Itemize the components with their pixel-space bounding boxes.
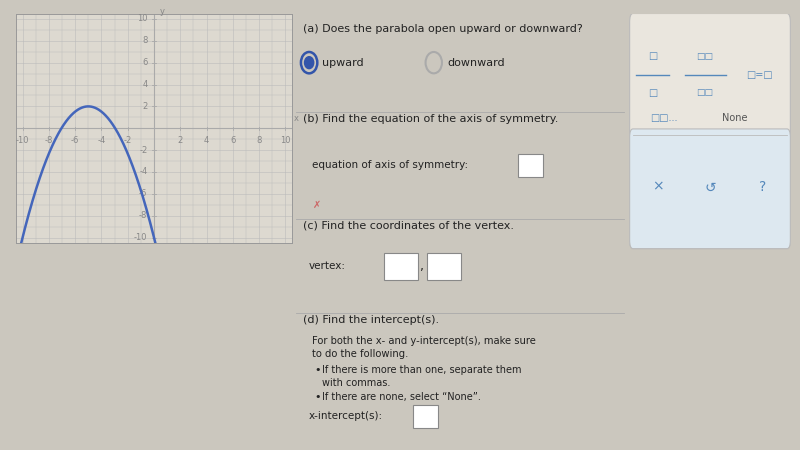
Text: -4: -4 — [98, 136, 106, 145]
Text: □□: □□ — [697, 88, 714, 97]
Text: (c) Find the coordinates of the vertex.: (c) Find the coordinates of the vertex. — [302, 221, 514, 231]
Text: ✗: ✗ — [312, 199, 321, 209]
Text: •: • — [314, 365, 321, 375]
Text: 10: 10 — [137, 14, 147, 23]
Text: x-intercept(s):: x-intercept(s): — [309, 411, 383, 421]
Text: □: □ — [648, 88, 658, 98]
Text: 8: 8 — [142, 36, 147, 45]
Text: (b) Find the equation of the axis of symmetry.: (b) Find the equation of the axis of sym… — [302, 114, 558, 124]
Text: ?: ? — [759, 180, 766, 194]
Text: upward: upward — [322, 58, 364, 68]
Text: -2: -2 — [139, 146, 147, 155]
Text: •: • — [314, 392, 321, 402]
Text: -10: -10 — [16, 136, 30, 145]
FancyBboxPatch shape — [426, 253, 461, 280]
Text: equation of axis of symmetry:: equation of axis of symmetry: — [312, 160, 469, 170]
Text: y: y — [159, 7, 164, 16]
Text: For both the x- and y-intercept(s), make sure: For both the x- and y-intercept(s), make… — [312, 336, 536, 346]
Text: □□...: □□... — [650, 113, 678, 123]
Text: -8: -8 — [45, 136, 53, 145]
Text: -4: -4 — [139, 167, 147, 176]
Text: 2: 2 — [142, 102, 147, 111]
Text: If there are none, select “None”.: If there are none, select “None”. — [322, 392, 481, 402]
Text: 4: 4 — [142, 80, 147, 89]
Text: x: x — [294, 114, 298, 123]
FancyBboxPatch shape — [414, 405, 438, 428]
FancyBboxPatch shape — [630, 14, 790, 248]
Text: 6: 6 — [142, 58, 147, 67]
Text: -2: -2 — [123, 136, 132, 145]
Text: (a) Does the parabola open upward or downward?: (a) Does the parabola open upward or dow… — [302, 24, 582, 34]
Text: -10: -10 — [134, 233, 147, 242]
Text: with commas.: with commas. — [322, 378, 390, 388]
Text: □=□: □=□ — [746, 71, 773, 81]
Text: (d) Find the intercept(s).: (d) Find the intercept(s). — [302, 315, 438, 325]
Text: □□: □□ — [697, 52, 714, 61]
Text: None: None — [722, 113, 747, 123]
Text: ,: , — [420, 260, 424, 273]
FancyBboxPatch shape — [630, 129, 790, 248]
Text: downward: downward — [447, 58, 505, 68]
FancyBboxPatch shape — [384, 253, 418, 280]
Text: ↺: ↺ — [704, 181, 716, 195]
Text: 8: 8 — [257, 136, 262, 145]
Text: -6: -6 — [71, 136, 79, 145]
Text: -6: -6 — [139, 189, 147, 198]
FancyBboxPatch shape — [518, 154, 542, 177]
Text: vertex:: vertex: — [309, 261, 346, 271]
Text: -8: -8 — [139, 211, 147, 220]
Text: 4: 4 — [204, 136, 209, 145]
Text: □: □ — [648, 51, 658, 61]
Text: If there is more than one, separate them: If there is more than one, separate them — [322, 365, 522, 375]
Text: to do the following.: to do the following. — [312, 349, 409, 359]
Text: 2: 2 — [178, 136, 183, 145]
Circle shape — [305, 57, 314, 69]
Text: 10: 10 — [280, 136, 290, 145]
Text: 6: 6 — [230, 136, 235, 145]
Text: ×: × — [652, 180, 663, 194]
